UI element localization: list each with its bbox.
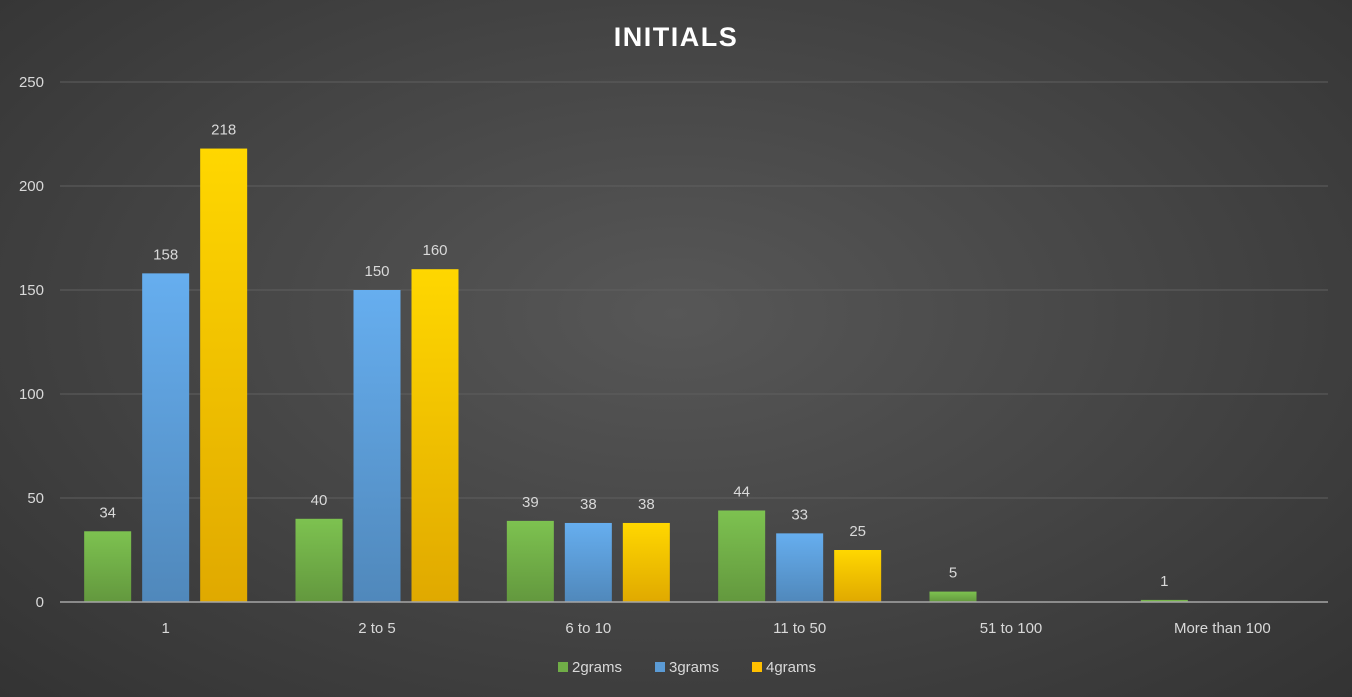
legend: 2grams 3grams 4grams	[558, 659, 816, 676]
data-label: 38	[580, 496, 597, 513]
bar-4grams-0	[200, 148, 248, 602]
bars	[84, 148, 1188, 602]
y-tick-label: 0	[36, 594, 44, 611]
data-label: 39	[522, 494, 539, 511]
bar-3grams-1	[353, 290, 401, 602]
bar-2grams-5	[1140, 599, 1188, 602]
data-label: 25	[849, 523, 866, 540]
legend-swatch	[558, 662, 568, 672]
bar-4grams-1	[411, 269, 459, 602]
x-category-label: 51 to 100	[980, 620, 1043, 637]
bar-2grams-3	[718, 510, 766, 602]
y-tick-label: 250	[19, 74, 44, 91]
data-label: 218	[211, 122, 236, 139]
bar-2grams-2	[506, 520, 554, 602]
data-label: 44	[733, 483, 750, 500]
data-labels: 34 158 218 40 150 160 39 38 38 44 33 25 5 1	[99, 122, 1168, 590]
x-category-label: 2 to 5	[358, 620, 396, 637]
data-label: 40	[311, 492, 328, 509]
y-tick-label: 150	[19, 282, 44, 299]
gridlines	[60, 81, 1328, 499]
data-label: 1	[1160, 573, 1168, 590]
bar-3grams-0	[142, 273, 190, 602]
y-axis-ticks: 0 50 100 150 200 250	[19, 74, 44, 611]
x-category-label: 1	[161, 620, 169, 637]
data-label: 158	[153, 246, 178, 263]
bar-4grams-2	[622, 522, 670, 602]
x-axis-categories: 1 2 to 5 6 to 10 11 to 50 51 to 100 More than…	[161, 620, 1270, 637]
bar-3grams-3	[776, 533, 824, 602]
legend-swatch	[752, 662, 762, 672]
legend-label: 3grams	[669, 659, 719, 676]
legend-label: 4grams	[766, 659, 816, 676]
legend-swatch	[655, 662, 665, 672]
bar-4grams-3	[834, 550, 882, 602]
data-label: 160	[422, 242, 447, 259]
bar-2grams-1	[295, 518, 343, 602]
y-tick-label: 50	[27, 490, 44, 507]
bar-3grams-2	[564, 522, 612, 602]
chart-title: INITIALS	[614, 22, 739, 52]
bar-2grams-4	[929, 591, 977, 602]
bar-2grams-0	[84, 531, 132, 602]
legend-label: 2grams	[572, 659, 622, 676]
x-category-label: 11 to 50	[773, 620, 826, 637]
data-label: 5	[949, 565, 957, 582]
data-label: 34	[99, 504, 116, 521]
y-tick-label: 200	[19, 178, 44, 195]
data-label: 150	[364, 263, 389, 280]
data-label: 33	[791, 506, 808, 523]
x-category-label: 6 to 10	[565, 620, 611, 637]
data-label: 38	[638, 496, 655, 513]
y-tick-label: 100	[19, 386, 44, 403]
x-category-label: More than 100	[1174, 620, 1271, 637]
